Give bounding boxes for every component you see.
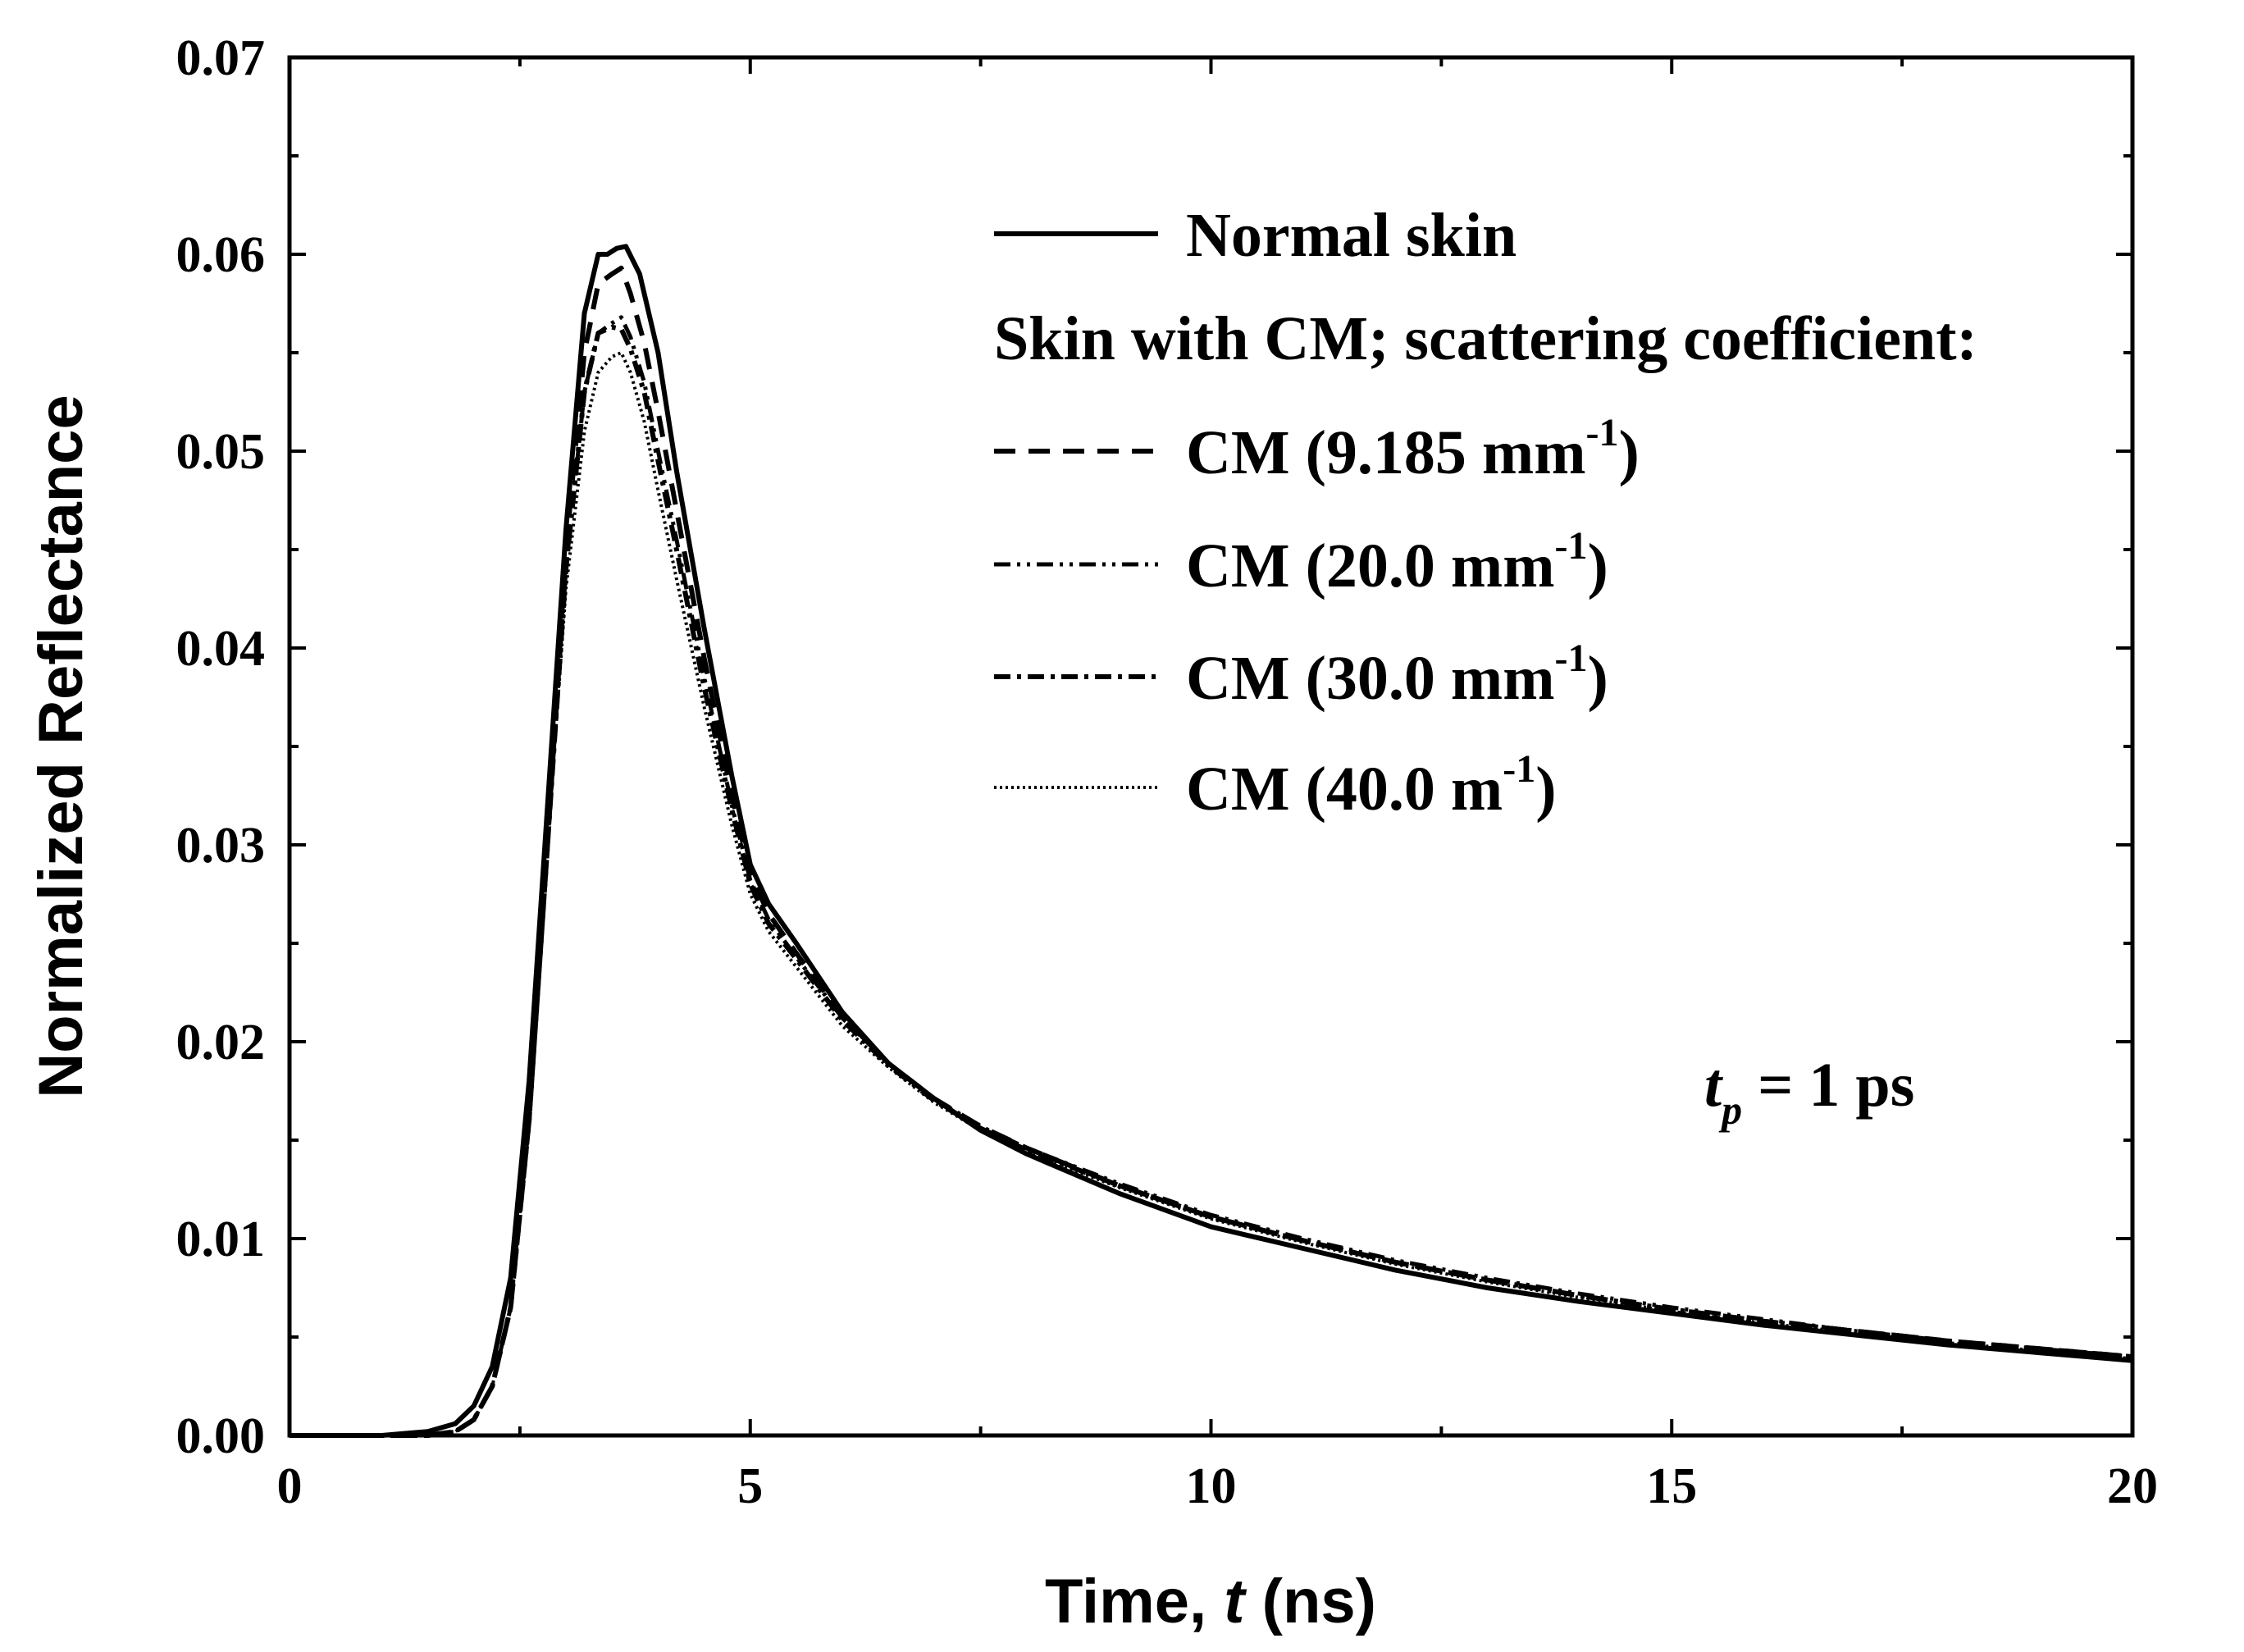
y-tick-label: 0.06 [176,227,266,283]
legend-label-tail: ) [1588,644,1608,713]
legend-label-cm-20: CM (20.0 mm-1) [1186,524,1608,600]
y-tick-label: 0.00 [176,1408,266,1464]
x-tick-label: 10 [1186,1458,1237,1514]
y-tick-label: 0.05 [176,424,266,480]
axis-ticks [288,56,2134,1437]
series-line-3 [290,324,2133,1438]
y-tick-label: 0.04 [176,621,266,677]
legend-label-cm-40: CM (40.0 m-1) [1186,747,1557,824]
legend-label-main: CM (9.185 mm [1186,418,1586,487]
legend: Normal skin Skin with CM; scattering coe… [994,201,1977,824]
x-tick-labels: 0 5 10 15 20 [277,1458,2159,1514]
legend-label-tail: ) [1588,532,1608,600]
y-tick-labels: 0.00 0.01 0.02 0.03 0.04 0.05 0.06 0.07 [176,30,266,1464]
x-tick-label: 20 [2107,1458,2158,1514]
legend-label-superscript: -1 [1503,747,1535,791]
y-axis-title: Normalized Reflectance [26,395,96,1098]
y-tick-label: 0.02 [176,1015,266,1070]
legend-label-main: Normal skin [1186,201,1517,270]
pulse-duration-annotation: tp = 1 ps [1704,1051,1914,1133]
data-series [290,244,2133,1438]
series-line-4 [290,351,2133,1437]
legend-label-tail: ) [1535,755,1556,824]
x-axis-title-main: Time, [1045,1567,1224,1636]
legend-label-main: CM (30.0 mm [1186,644,1555,713]
annotation-variable: t [1704,1051,1724,1120]
legend-label-tail: ) [1619,418,1640,487]
legend-subheading: Skin with CM; scattering coefficient: [994,304,1977,373]
legend-label-main: CM (20.0 mm [1186,532,1555,600]
legend-label-superscript: -1 [1555,524,1588,568]
legend-label-superscript: -1 [1555,637,1588,680]
x-tick-label: 15 [1646,1458,1697,1514]
legend-label-cm-9185: CM (9.185 mm-1) [1186,411,1640,487]
x-axis-title: Time, t (ns) [1045,1567,1376,1636]
legend-label-main: CM (40.0 m [1186,755,1503,824]
legend-label-superscript: -1 [1586,411,1619,454]
y-tick-label: 0.01 [176,1212,266,1267]
series-line-0 [290,244,2133,1438]
y-tick-label: 0.03 [176,818,266,874]
legend-label-normal-skin: Normal skin [1186,201,1517,270]
annotation-subscript: p [1718,1087,1742,1133]
legend-label-cm-30: CM (30.0 mm-1) [1186,637,1608,713]
x-axis-title-unit: (ns) [1245,1567,1376,1636]
x-tick-label: 0 [277,1458,303,1514]
annotation-rest: = 1 ps [1742,1051,1914,1120]
y-tick-label: 0.07 [176,30,266,86]
x-axis-title-variable: t [1224,1567,1247,1636]
x-tick-label: 5 [737,1458,763,1514]
